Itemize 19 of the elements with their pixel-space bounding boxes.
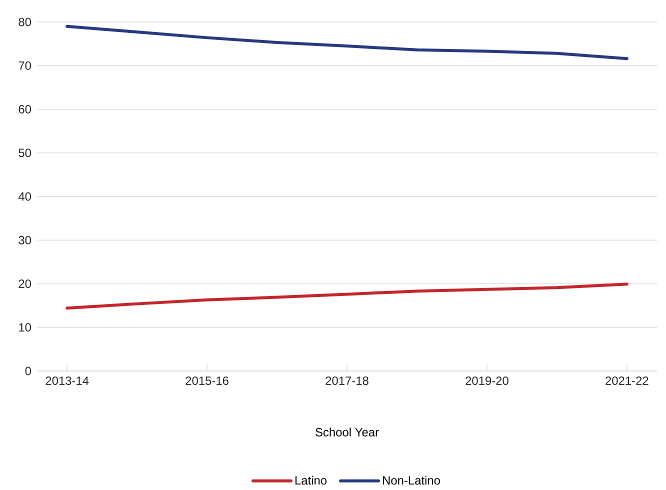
- legend-label: Latino: [295, 476, 327, 485]
- x-axis-title: School Year: [316, 428, 379, 436]
- y-tick-label: 10: [19, 323, 32, 332]
- x-tick-label: 2013-14: [46, 376, 89, 385]
- y-tick-label: 20: [18, 280, 32, 288]
- y-tick-label: 30: [18, 236, 32, 244]
- y-tick-label: 50: [18, 148, 32, 158]
- x-tick-label: 2015-16: [186, 376, 228, 385]
- y-tick-label: 60: [18, 105, 32, 114]
- x-tick-label: 2019-20: [466, 376, 508, 385]
- y-tick-label: 40: [18, 192, 32, 201]
- y-tick-label: 80: [18, 18, 32, 26]
- line-series: [66, 24, 628, 60]
- y-tick-label: 0: [25, 366, 32, 376]
- legend-label: Non-Latino: [383, 476, 440, 485]
- x-tick-label: 2017-18: [326, 376, 368, 385]
- line-series: [66, 282, 628, 310]
- y-tick-label: 70: [18, 61, 32, 70]
- x-tick-label: 2021-22: [606, 376, 648, 385]
